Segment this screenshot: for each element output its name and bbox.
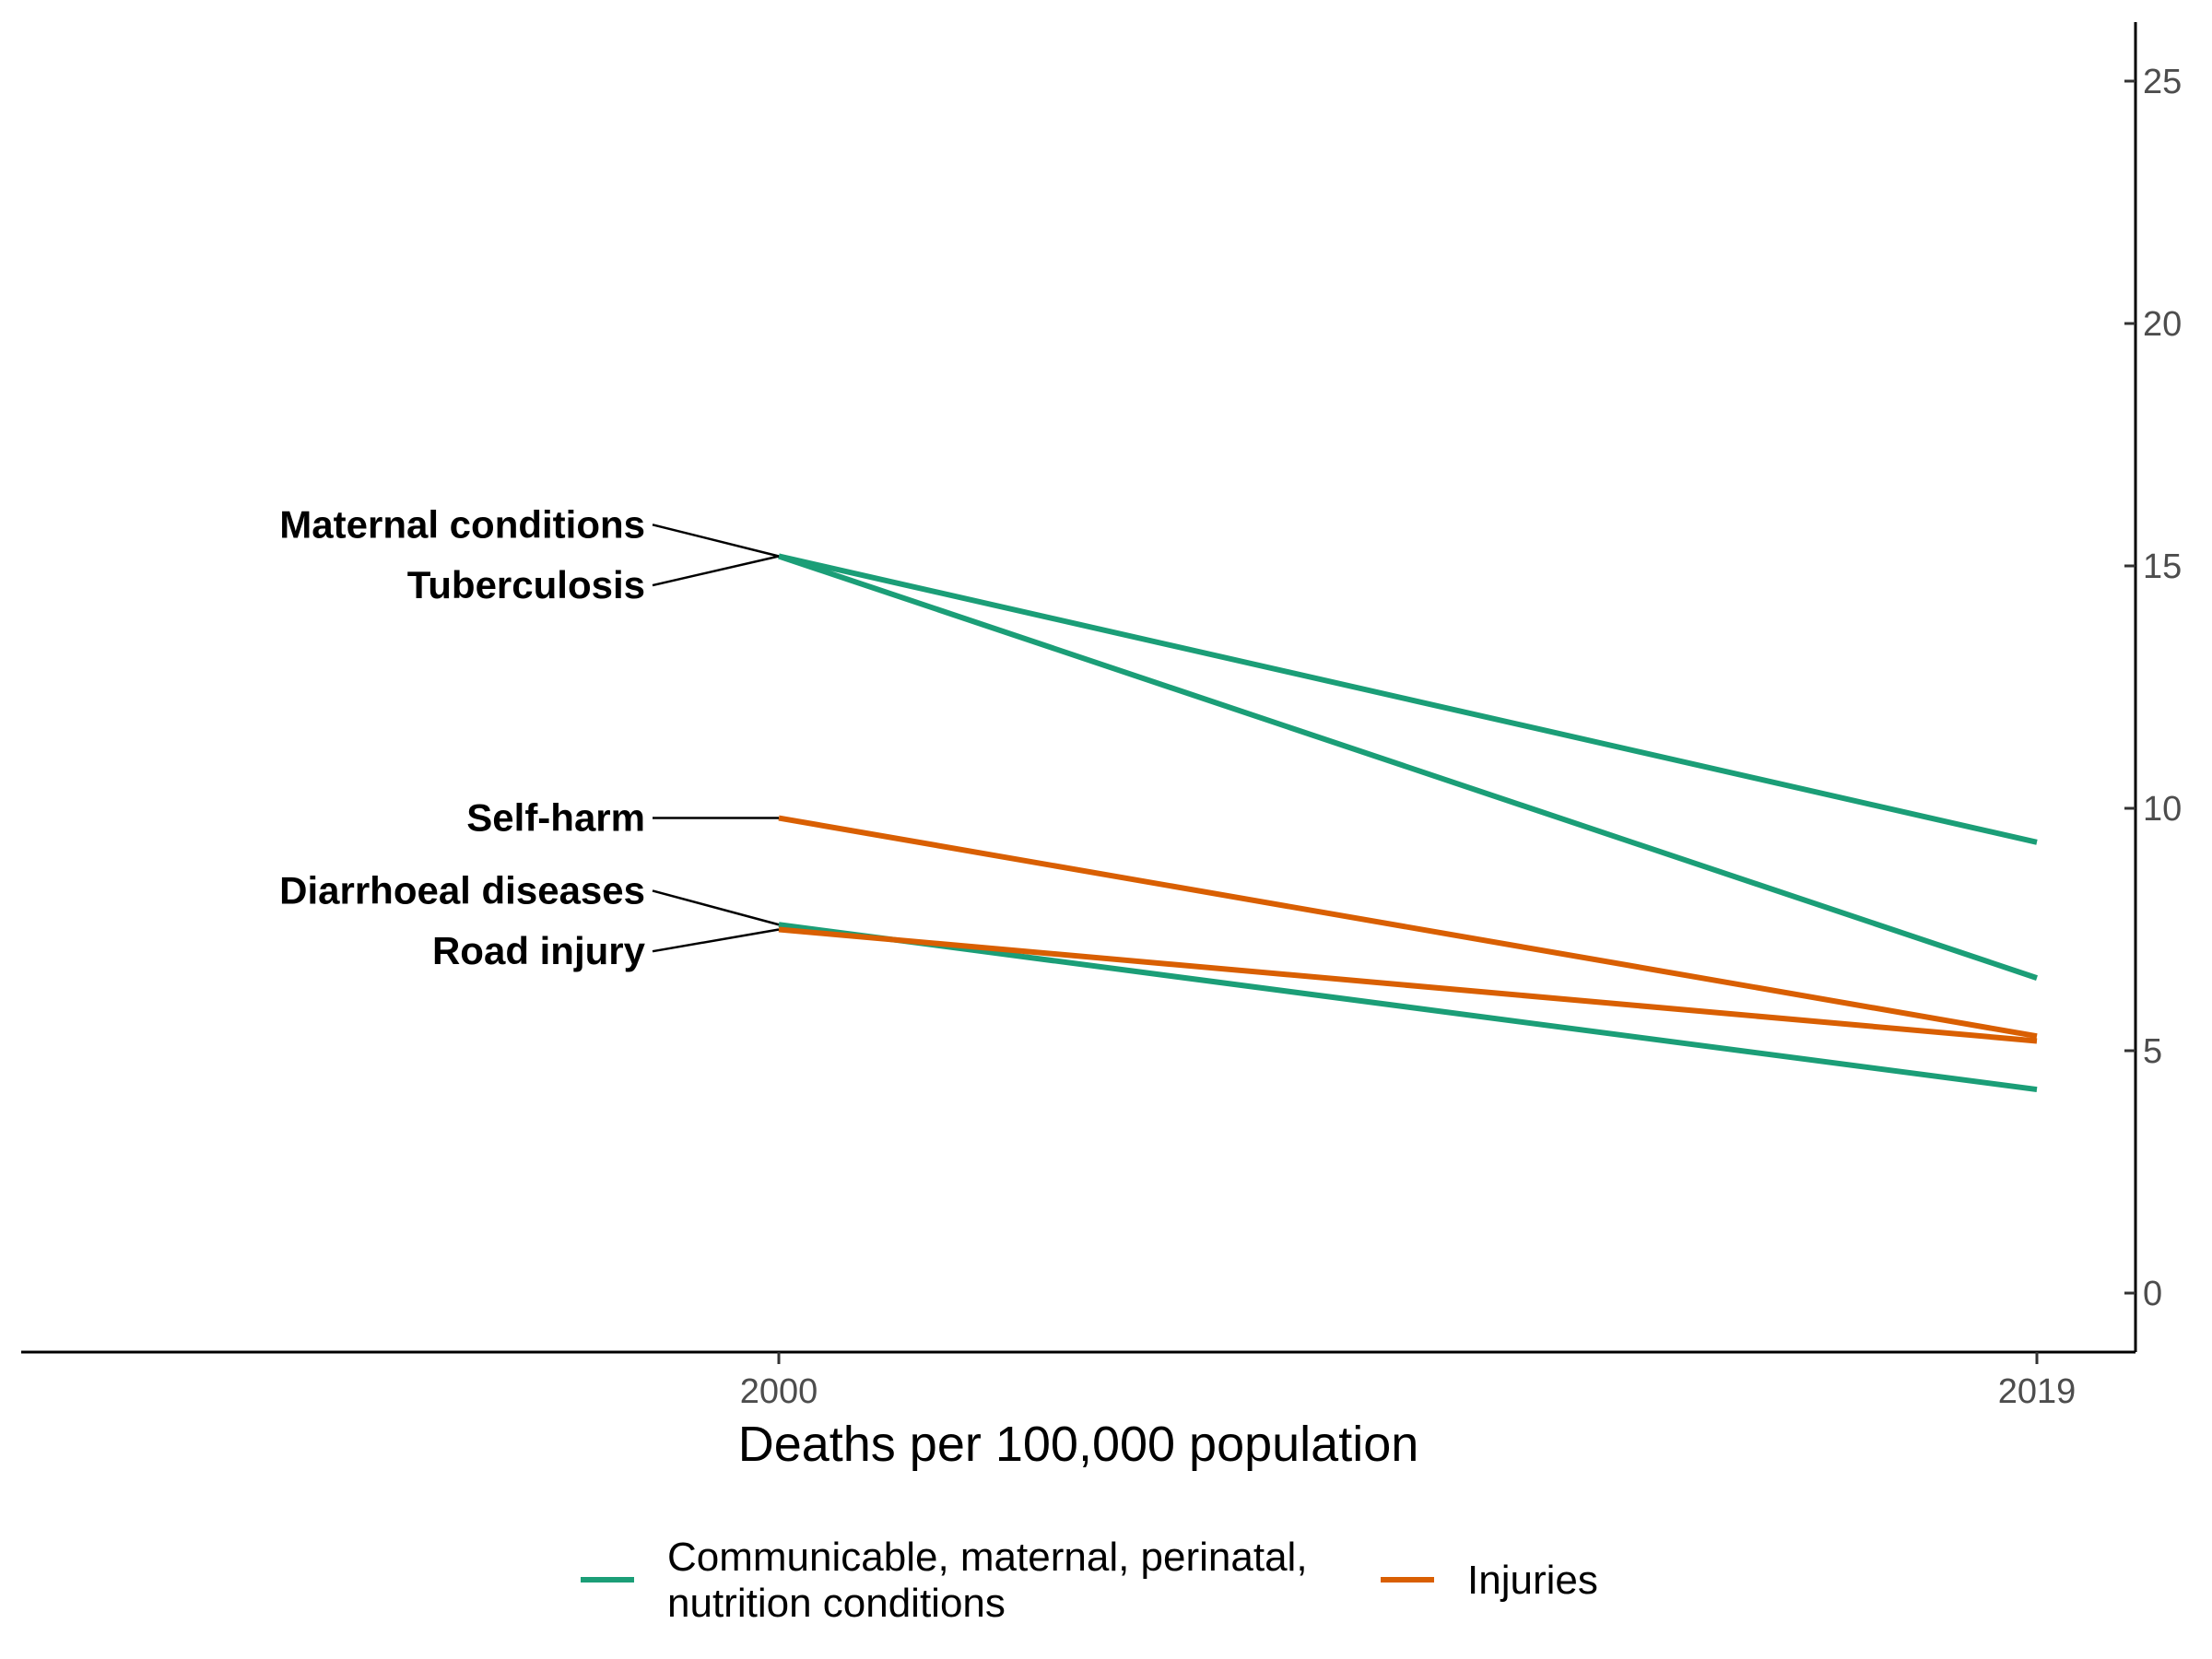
series-label-tuberculosis: Tuberculosis [407, 563, 645, 606]
series-labels: Maternal conditions Tuberculosis Self-harm… [279, 502, 780, 972]
leader-line-road-injury [652, 928, 780, 953]
series-lines [778, 553, 2038, 1093]
y-tick-label: 0 [2143, 1275, 2162, 1313]
series-label-self-harm: Self-harm [466, 796, 645, 840]
x-tick-label: 2000 [740, 1372, 818, 1411]
legend-label-injuries: Injuries [1467, 1558, 1598, 1603]
series-label-maternal-conditions: Maternal conditions [279, 502, 645, 546]
legend-label-communicable-maternal-perinatal-nutrition-conditions: Communicable, maternal, perinatal, nutrit… [667, 1535, 1308, 1626]
y-tick-label: 15 [2143, 547, 2182, 586]
series-line-tuberculosis [778, 553, 2038, 981]
axes [21, 22, 2137, 1354]
series-line-maternal-conditions [778, 553, 2038, 845]
legend: Communicable, maternal, perinatal, nutrit… [581, 1535, 1598, 1626]
series-label-diarrhoeal-diseases: Diarrhoeal diseases [279, 868, 645, 912]
y-tick-label: 10 [2143, 790, 2182, 829]
leader-line-diarrhoeal-diseases [652, 889, 780, 926]
series-line-diarrhoeal-diseases [778, 922, 2038, 1093]
y-tick-label: 5 [2143, 1032, 2162, 1071]
x-ticks: 2000 2019 [740, 1352, 2077, 1411]
y-ticks: 0 5 10 15 20 25 [2124, 63, 2182, 1313]
x-axis-title: Deaths per 100,000 population [738, 1417, 1419, 1472]
x-tick-label: 2019 [1998, 1372, 2077, 1411]
y-tick-label: 20 [2143, 305, 2182, 344]
series-label-road-injury: Road injury [432, 929, 646, 972]
leader-line-tuberculosis [652, 555, 780, 587]
y-tick-label: 25 [2143, 63, 2182, 101]
series-line-road-injury [778, 926, 2038, 1044]
series-line-self-harm [778, 815, 2038, 1040]
leader-line-maternal-conditions [652, 524, 780, 558]
